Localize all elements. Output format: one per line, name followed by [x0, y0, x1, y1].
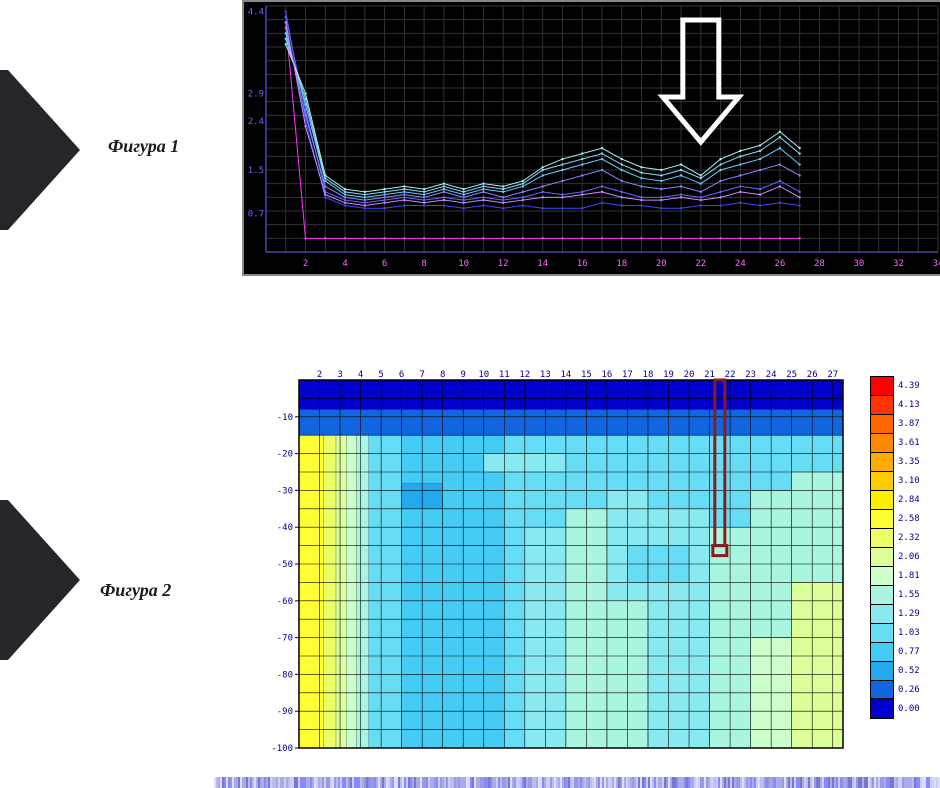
noise-bar-svg	[214, 777, 940, 788]
svg-text:7: 7	[419, 370, 424, 380]
svg-text:4: 4	[358, 370, 363, 380]
svg-text:14: 14	[560, 370, 571, 380]
svg-text:4.4: 4.4	[248, 7, 264, 17]
svg-text:18: 18	[643, 370, 654, 380]
chart-2-svg: 2345678910111213141516171819202122232425…	[267, 366, 847, 756]
svg-text:-40: -40	[277, 523, 293, 533]
svg-text:-10: -10	[277, 413, 293, 423]
svg-text:28: 28	[814, 259, 825, 269]
svg-text:6: 6	[382, 259, 387, 269]
svg-text:6: 6	[399, 370, 404, 380]
svg-text:0.7: 0.7	[248, 210, 264, 220]
svg-text:20: 20	[684, 370, 695, 380]
chart-2-wrap: 2345678910111213141516171819202122232425…	[242, 358, 940, 766]
svg-text:-70: -70	[277, 634, 293, 644]
svg-text:24: 24	[766, 370, 777, 380]
svg-text:30: 30	[854, 259, 865, 269]
chart-1-svg: 0.71.52.42.94.42468101214161820222426283…	[244, 2, 940, 274]
svg-text:2: 2	[317, 370, 322, 380]
svg-text:18: 18	[616, 259, 627, 269]
svg-text:12: 12	[498, 259, 509, 269]
svg-text:-90: -90	[277, 707, 293, 717]
svg-text:10: 10	[458, 259, 469, 269]
svg-text:12: 12	[519, 370, 530, 380]
svg-text:24: 24	[735, 259, 746, 269]
svg-text:8: 8	[421, 259, 426, 269]
svg-text:14: 14	[537, 259, 548, 269]
svg-text:-20: -20	[277, 450, 293, 460]
figure-2-label: Фигура 2	[100, 580, 171, 601]
page-root: Фигура 1 Фигура 2 0.71.52.42.94.42468101…	[0, 0, 940, 788]
colorbar: 4.394.133.873.613.353.102.842.582.322.06…	[870, 376, 940, 726]
svg-text:17: 17	[622, 370, 633, 380]
svg-text:25: 25	[786, 370, 797, 380]
svg-text:10: 10	[478, 370, 489, 380]
svg-text:3: 3	[337, 370, 342, 380]
svg-text:8: 8	[440, 370, 445, 380]
svg-text:2.9: 2.9	[248, 89, 264, 99]
svg-text:23: 23	[745, 370, 756, 380]
svg-text:1.5: 1.5	[248, 166, 264, 176]
svg-text:-30: -30	[277, 486, 293, 496]
svg-text:2.4: 2.4	[248, 117, 264, 127]
svg-text:27: 27	[827, 370, 838, 380]
chart-2: 2345678910111213141516171819202122232425…	[267, 366, 847, 756]
svg-text:13: 13	[540, 370, 551, 380]
svg-text:11: 11	[499, 370, 510, 380]
chart-1: 0.71.52.42.94.42468101214161820222426283…	[242, 0, 940, 276]
svg-text:16: 16	[602, 370, 613, 380]
svg-text:2: 2	[303, 259, 308, 269]
svg-text:19: 19	[663, 370, 674, 380]
svg-text:16: 16	[577, 259, 588, 269]
svg-text:26: 26	[774, 259, 785, 269]
svg-text:34: 34	[933, 259, 940, 269]
decor-arrow-2	[0, 490, 80, 670]
noise-bar	[214, 776, 940, 788]
decor-arrow-1	[0, 60, 80, 240]
svg-text:15: 15	[581, 370, 592, 380]
svg-text:20: 20	[656, 259, 667, 269]
svg-text:-60: -60	[277, 597, 293, 607]
svg-text:4: 4	[342, 259, 347, 269]
svg-text:26: 26	[807, 370, 818, 380]
figure-1-label: Фигура 1	[108, 136, 179, 157]
svg-text:5: 5	[378, 370, 383, 380]
svg-text:9: 9	[461, 370, 466, 380]
svg-text:32: 32	[893, 259, 904, 269]
svg-text:-50: -50	[277, 560, 293, 570]
svg-text:22: 22	[695, 259, 706, 269]
svg-text:-100: -100	[271, 744, 293, 754]
svg-text:-80: -80	[277, 670, 293, 680]
